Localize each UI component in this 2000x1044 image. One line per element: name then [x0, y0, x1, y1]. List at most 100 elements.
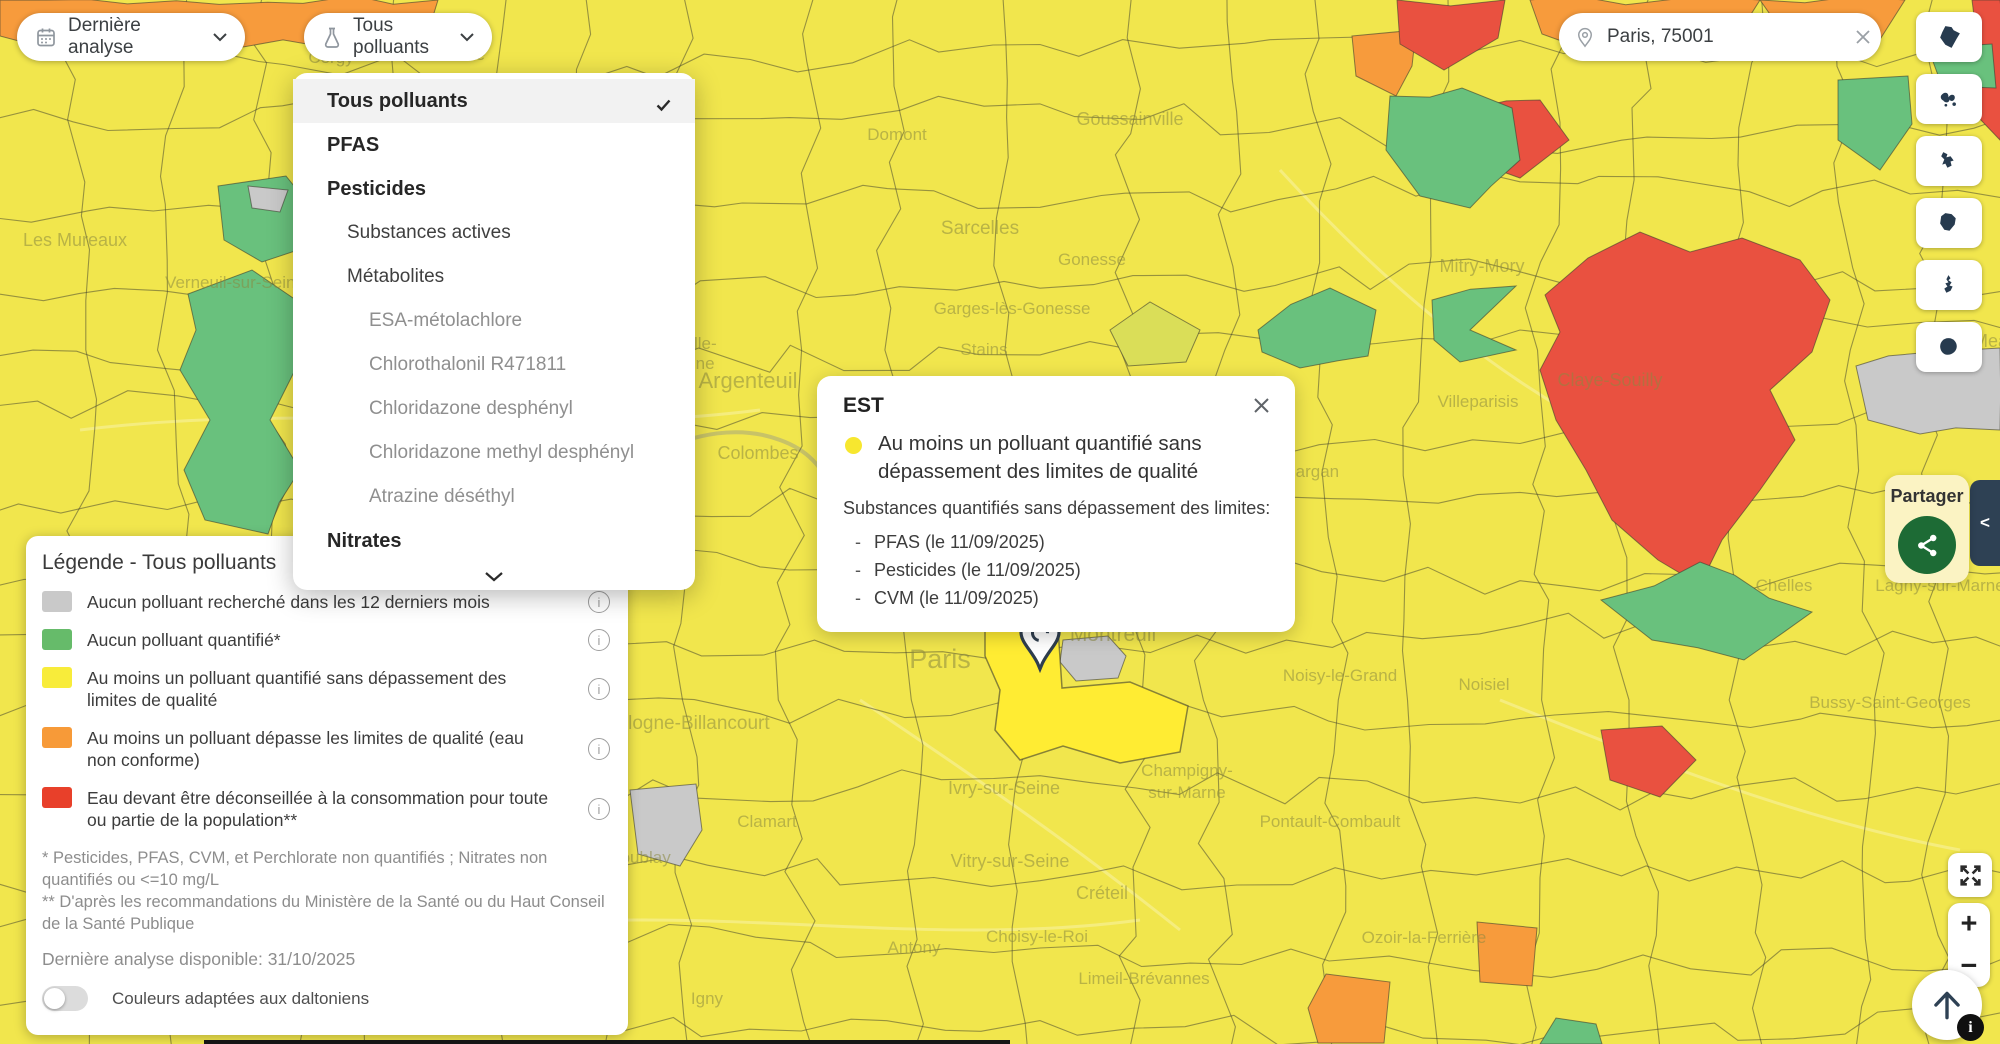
close-icon[interactable]: [1252, 396, 1271, 415]
menu-item-chloridazone-desph-nyl[interactable]: Chloridazone desphényl: [293, 387, 695, 431]
map-area-polygon[interactable]: [1109, 301, 1201, 367]
map-area-polygon[interactable]: [1396, 0, 1506, 71]
map-place-label: Noisiel: [1458, 675, 1509, 694]
menu-scroll-chevron[interactable]: [293, 563, 695, 588]
menu-item-nitrates[interactable]: Nitrates: [293, 519, 695, 563]
menu-item-chloridazone-methyl-desph-nyl[interactable]: Chloridazone methyl desphényl: [293, 431, 695, 475]
legend-row-label: Aucun polluant quantifié*: [87, 630, 281, 650]
martinique-map-button[interactable]: [1916, 136, 1982, 186]
menu-item-tous-polluants[interactable]: Tous polluants: [293, 79, 695, 123]
martinique-icon: [1936, 148, 1963, 175]
clear-search-icon[interactable]: [1854, 28, 1872, 46]
map-place-label: Champigny-: [1141, 761, 1233, 780]
mayotte-map-button[interactable]: [1916, 260, 1982, 310]
map-place-label: Antony: [888, 938, 941, 957]
menu-item-atrazine-d-s-thyl[interactable]: Atrazine déséthyl: [293, 475, 695, 519]
road-line: [1499, 698, 1961, 852]
map-area-polygon[interactable]: [1539, 1017, 1603, 1044]
map-place-label: Les Mureaux: [23, 230, 127, 250]
map-area-polygon[interactable]: [1257, 287, 1377, 369]
map-area-polygon[interactable]: [1837, 75, 1913, 171]
share-card: Partager: [1885, 475, 1969, 583]
info-circle-icon[interactable]: i: [588, 798, 610, 820]
arrow-up-icon: [1928, 986, 1966, 1024]
map-place-label: Mitry-Mory: [1440, 256, 1525, 276]
colorblind-toggle[interactable]: [42, 986, 88, 1011]
road-line: [859, 698, 1181, 932]
map-area-polygon[interactable]: [247, 185, 289, 213]
legend-panel: Légende - Tous polluants Aucun polluant …: [26, 536, 628, 1035]
substance-item: CVM (le 11/09/2025): [843, 584, 1269, 612]
commune-border: [1720, 0, 1767, 1044]
commune-border: [774, 0, 822, 1044]
menu-item-pfas[interactable]: PFAS: [293, 123, 695, 167]
menu-item-label: Atrazine déséthyl: [369, 486, 515, 507]
share-button[interactable]: [1898, 516, 1956, 574]
info-badge[interactable]: i: [1957, 1014, 1984, 1041]
info-circle-icon[interactable]: i: [588, 591, 610, 613]
status-dot: [845, 437, 862, 454]
menu-item-label: Chloridazone desphényl: [369, 398, 573, 419]
menu-item-label: Substances actives: [347, 222, 511, 243]
commune-border: [1833, 0, 1885, 1044]
map-area-polygon[interactable]: [1476, 921, 1538, 987]
menu-item-label: PFAS: [327, 133, 380, 156]
area-info-popup: EST Au moins un polluant quantifié sans …: [817, 376, 1295, 632]
menu-item-esa-m-tolachlore[interactable]: ESA-métolachlore: [293, 299, 695, 343]
legend-row-label: Au moins un polluant dépasse les limites…: [87, 728, 524, 770]
map-area-polygon[interactable]: [629, 783, 703, 867]
substances-list: PFAS (le 11/09/2025)Pesticides (le 11/09…: [843, 528, 1269, 612]
map-area-polygon[interactable]: [1307, 973, 1391, 1044]
map-place-label: Ivry-sur-Seine: [948, 778, 1060, 798]
map-place-label: Pontault-Combault: [1260, 812, 1401, 831]
map-area-polygon[interactable]: [1599, 561, 1814, 661]
map-place-label: Domont: [867, 125, 927, 144]
info-circle-icon[interactable]: i: [588, 678, 610, 700]
map-place-label: Argenteuil: [698, 368, 797, 393]
legend-swatch: [42, 591, 72, 612]
substances-heading: Substances quantifiés sans dépassement d…: [843, 497, 1271, 518]
france-map-button[interactable]: [1916, 12, 1982, 62]
collapse-panel-tab[interactable]: <: [1970, 480, 2000, 566]
menu-item-substances-actives[interactable]: Substances actives: [293, 211, 695, 255]
chevron-down-icon: [484, 571, 504, 582]
reunion-map-button[interactable]: [1916, 322, 1982, 372]
chevron-left-label: <: [1980, 513, 1990, 532]
zoom-out-button[interactable]: −: [1960, 949, 1978, 982]
map-place-label: Limeil-Brévannes: [1078, 969, 1209, 988]
calendar-icon: [35, 26, 57, 48]
map-place-label: Goussainville: [1076, 109, 1183, 129]
menu-item-pesticides[interactable]: Pesticides: [293, 167, 695, 211]
last-analysis-filter-button[interactable]: Dernière analyse: [17, 13, 245, 61]
map-area-polygon[interactable]: [1600, 725, 1697, 798]
share-icon: [1914, 532, 1941, 559]
mayotte-icon: [1936, 272, 1963, 299]
search-input[interactable]: [1605, 25, 1854, 49]
substance-item: Pesticides (le 11/09/2025): [843, 556, 1269, 584]
legend-footnote-1: * Pesticides, PFAS, CVM, et Perchlorate …: [42, 849, 548, 889]
bottom-strip: [204, 1040, 1010, 1044]
map-area-polygon[interactable]: [1385, 87, 1521, 209]
guadeloupe-map-button[interactable]: [1916, 74, 1982, 124]
zoom-in-button[interactable]: +: [1960, 907, 1978, 940]
fullscreen-icon: [1957, 862, 1984, 889]
fullscreen-button[interactable]: [1948, 853, 1992, 897]
info-circle-icon[interactable]: i: [588, 738, 610, 760]
legend-title: Légende - Tous polluants: [42, 551, 277, 574]
map-place-label: Choisy-le-Roi: [986, 927, 1088, 946]
legend-row-label: Aucun polluant recherché dans les 12 der…: [87, 592, 490, 612]
pollutant-filter-button[interactable]: Tous polluants: [304, 13, 492, 61]
map-place-label: Garges-lès-Gonesse: [934, 299, 1091, 318]
menu-item-chlorothalonil-r471811[interactable]: Chlorothalonil R471811: [293, 343, 695, 387]
guyane-map-button[interactable]: [1916, 198, 1982, 248]
france-icon: [1936, 24, 1963, 51]
map-place-label: Vitry-sur-Seine: [951, 851, 1070, 871]
search-bar[interactable]: [1559, 13, 1881, 61]
legend-swatch: [42, 629, 72, 650]
map-area-polygon[interactable]: [1539, 231, 1831, 586]
pollutant-filter-label: Tous polluants: [353, 15, 430, 58]
legend-row: Eau devant être déconseillée à la consom…: [42, 787, 610, 831]
menu-item-m-tabolites[interactable]: Métabolites: [293, 255, 695, 299]
map-area-polygon[interactable]: [1431, 285, 1518, 363]
info-circle-icon[interactable]: i: [588, 629, 610, 651]
